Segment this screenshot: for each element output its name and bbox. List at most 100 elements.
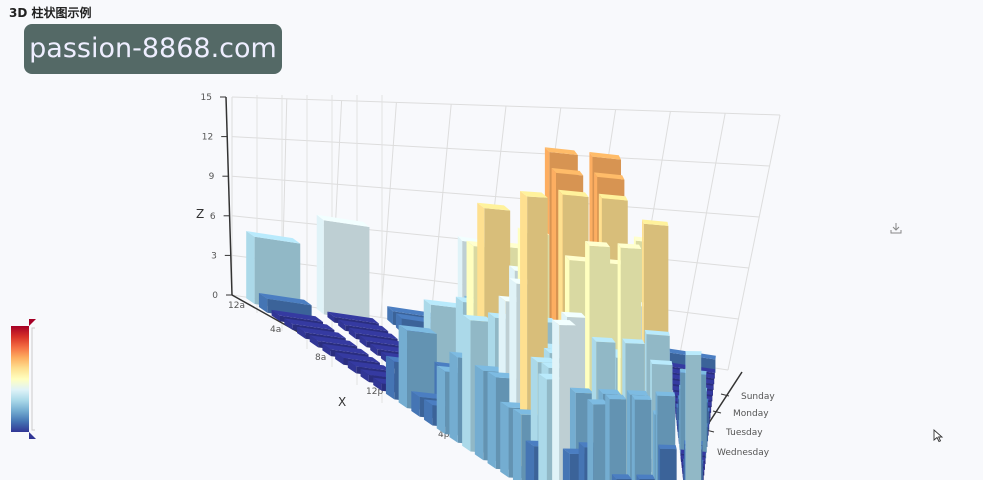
bar-top-face: [477, 202, 511, 211]
bar-front-face: [636, 474, 640, 480]
bar-front-face: [655, 391, 658, 480]
bar-top-face: [338, 319, 389, 332]
bar-top-face: [598, 388, 621, 395]
grid-line: [231, 136, 770, 167]
bar-top-face: [327, 311, 379, 324]
bar: [658, 444, 677, 480]
bar-top-face: [348, 327, 398, 340]
bar-front-face: [611, 474, 617, 480]
bar-front-face: [631, 395, 635, 480]
grid-line: [380, 102, 397, 318]
y-tick-label: Wednesday: [717, 448, 770, 458]
grid-line: [429, 104, 452, 326]
bar-top-face: [335, 352, 380, 363]
bar-side-face: [407, 330, 437, 412]
grid-line: [677, 113, 726, 363]
z-tick-label: 9: [209, 172, 215, 182]
bar-side-face: [609, 399, 627, 480]
bar-front-face: [359, 335, 367, 348]
bar-front-face: [360, 369, 369, 383]
bar-front-face: [246, 231, 255, 305]
bar-front-face: [449, 351, 458, 443]
bar-top-face: [246, 231, 301, 244]
bar-top-face: [585, 241, 611, 248]
bar-top-face: [627, 390, 649, 396]
grid-line: [727, 114, 781, 371]
x-tick-label: 12p: [366, 387, 383, 397]
bar-front-face: [587, 399, 594, 480]
y-tick-label: Sunday: [741, 392, 775, 402]
bar-front-face: [309, 335, 319, 348]
bar-side-face: [593, 404, 609, 480]
bar: [685, 351, 702, 480]
bars-group: [246, 147, 716, 480]
bar-top-face: [551, 167, 584, 176]
bar-front-face: [327, 311, 335, 323]
bar-front-face: [436, 365, 446, 435]
watermark: passion-8868.com: [24, 24, 282, 74]
z-tick-label: 0: [212, 291, 218, 301]
bar-top-face: [631, 395, 652, 400]
bar-top-face: [611, 474, 632, 479]
bar-front-face: [411, 391, 420, 417]
bar-front-face: [347, 360, 357, 374]
bar-top-face: [474, 364, 506, 373]
y-tick-label: Tuesday: [725, 428, 763, 438]
z-tick-label: 3: [211, 251, 217, 261]
y-tick: [720, 393, 730, 397]
bar-top-face: [561, 311, 587, 318]
bar-side-face: [254, 236, 301, 311]
visual-map-colorbar[interactable]: [10, 318, 36, 442]
bar-front-face: [520, 191, 528, 471]
bar-front-face: [373, 377, 382, 391]
bar-front-face: [462, 314, 471, 452]
bar-front-face: [387, 306, 393, 325]
bar-top-face: [569, 387, 594, 394]
bar-front-face: [562, 448, 570, 480]
bar-front-face: [338, 319, 346, 331]
bar-front-face: [512, 408, 522, 480]
bar-side-face: [685, 354, 702, 480]
bar-top-face: [587, 399, 609, 405]
bar-front-face: [335, 352, 344, 365]
bar-front-face: [316, 214, 324, 315]
bar-top-face: [642, 219, 669, 226]
bar-side-face: [323, 220, 370, 322]
bar-top-face: [347, 360, 392, 371]
bar-top-face: [398, 324, 437, 334]
visual-map-top-handle: [29, 319, 36, 326]
bar-top-face: [316, 214, 370, 228]
bar-top-face: [359, 335, 407, 347]
z-tick-label: 6: [210, 212, 216, 222]
bar-front-face: [627, 390, 631, 480]
bar-front-face: [297, 326, 306, 339]
bar: [636, 474, 655, 480]
bar-front-face: [424, 399, 433, 426]
bar-top-face: [423, 299, 464, 309]
bar-top-face: [284, 318, 335, 331]
bar-front-face: [538, 373, 547, 480]
bar-front-face: [605, 394, 610, 480]
bar-top-face: [487, 371, 517, 379]
download-icon[interactable]: [889, 221, 903, 235]
bar-top-face: [589, 152, 622, 160]
bar-top-face: [530, 356, 558, 364]
bar: [587, 399, 609, 480]
bar-front-face: [474, 364, 484, 461]
bar-front-face: [258, 293, 268, 313]
z-tick-label: 15: [201, 93, 212, 103]
bar-top-face: [558, 189, 589, 198]
chart-title: 3D 柱状图示例: [9, 6, 92, 20]
bar-front-face: [487, 371, 496, 469]
x-tick-label: 12a: [228, 301, 245, 311]
z-axis-label: Z: [196, 207, 204, 221]
bar-top-face: [605, 394, 627, 400]
bar-front-face: [271, 309, 280, 322]
bar-side-face: [660, 448, 677, 480]
bar: [605, 394, 627, 480]
bar-top-face: [271, 309, 324, 322]
bar: [258, 293, 312, 320]
visual-map-bottom-handle: [29, 432, 36, 439]
bar-top-face: [622, 338, 645, 345]
bar-front-face: [652, 410, 655, 480]
